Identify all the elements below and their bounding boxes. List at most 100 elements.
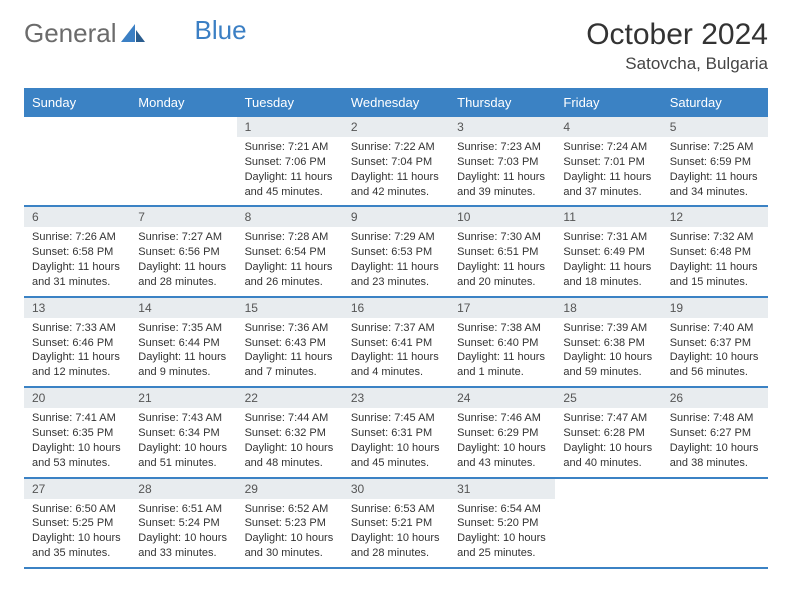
- day-number: 19: [662, 298, 768, 318]
- day-details: Sunrise: 7:21 AMSunset: 7:06 PMDaylight:…: [237, 137, 343, 205]
- calendar-day: 20Sunrise: 7:41 AMSunset: 6:35 PMDayligh…: [24, 387, 130, 477]
- day-details: Sunrise: 6:52 AMSunset: 5:23 PMDaylight:…: [237, 499, 343, 567]
- day-details: Sunrise: 7:24 AMSunset: 7:01 PMDaylight:…: [555, 137, 661, 205]
- calendar-table: SundayMondayTuesdayWednesdayThursdayFrid…: [24, 88, 768, 569]
- calendar-day: 14Sunrise: 7:35 AMSunset: 6:44 PMDayligh…: [130, 297, 236, 387]
- day-details: Sunrise: 7:37 AMSunset: 6:41 PMDaylight:…: [343, 318, 449, 386]
- calendar-day: 19Sunrise: 7:40 AMSunset: 6:37 PMDayligh…: [662, 297, 768, 387]
- day-number: 17: [449, 298, 555, 318]
- day-details: Sunrise: 7:36 AMSunset: 6:43 PMDaylight:…: [237, 318, 343, 386]
- day-details: Sunrise: 7:33 AMSunset: 6:46 PMDaylight:…: [24, 318, 130, 386]
- calendar-day: 10Sunrise: 7:30 AMSunset: 6:51 PMDayligh…: [449, 206, 555, 296]
- day-details: Sunrise: 7:40 AMSunset: 6:37 PMDaylight:…: [662, 318, 768, 386]
- day-number: 7: [130, 207, 236, 227]
- calendar-day: 16Sunrise: 7:37 AMSunset: 6:41 PMDayligh…: [343, 297, 449, 387]
- day-details: Sunrise: 7:23 AMSunset: 7:03 PMDaylight:…: [449, 137, 555, 205]
- day-details: Sunrise: 7:47 AMSunset: 6:28 PMDaylight:…: [555, 408, 661, 476]
- day-details: Sunrise: 7:26 AMSunset: 6:58 PMDaylight:…: [24, 227, 130, 295]
- weekday-header: Wednesday: [343, 89, 449, 116]
- weekday-header: Saturday: [662, 89, 768, 116]
- calendar-day: 8Sunrise: 7:28 AMSunset: 6:54 PMDaylight…: [237, 206, 343, 296]
- day-details: Sunrise: 7:46 AMSunset: 6:29 PMDaylight:…: [449, 408, 555, 476]
- calendar-body: 1Sunrise: 7:21 AMSunset: 7:06 PMDaylight…: [24, 116, 768, 568]
- calendar-day: 30Sunrise: 6:53 AMSunset: 5:21 PMDayligh…: [343, 478, 449, 568]
- day-details: Sunrise: 6:54 AMSunset: 5:20 PMDaylight:…: [449, 499, 555, 567]
- day-number: 13: [24, 298, 130, 318]
- weekday-header: Sunday: [24, 89, 130, 116]
- day-number: 30: [343, 479, 449, 499]
- calendar-day: 27Sunrise: 6:50 AMSunset: 5:25 PMDayligh…: [24, 478, 130, 568]
- day-details: Sunrise: 7:31 AMSunset: 6:49 PMDaylight:…: [555, 227, 661, 295]
- brand-part2: Blue: [195, 15, 247, 46]
- day-number: 3: [449, 117, 555, 137]
- day-number: 15: [237, 298, 343, 318]
- day-details: Sunrise: 7:28 AMSunset: 6:54 PMDaylight:…: [237, 227, 343, 295]
- calendar-day: 4Sunrise: 7:24 AMSunset: 7:01 PMDaylight…: [555, 116, 661, 206]
- day-details: Sunrise: 7:22 AMSunset: 7:04 PMDaylight:…: [343, 137, 449, 205]
- day-details: Sunrise: 7:27 AMSunset: 6:56 PMDaylight:…: [130, 227, 236, 295]
- day-number: 2: [343, 117, 449, 137]
- day-number: 16: [343, 298, 449, 318]
- calendar-day: 25Sunrise: 7:47 AMSunset: 6:28 PMDayligh…: [555, 387, 661, 477]
- day-details: Sunrise: 7:32 AMSunset: 6:48 PMDaylight:…: [662, 227, 768, 295]
- calendar-day: 6Sunrise: 7:26 AMSunset: 6:58 PMDaylight…: [24, 206, 130, 296]
- sail-icon: [121, 24, 147, 44]
- calendar-row: 13Sunrise: 7:33 AMSunset: 6:46 PMDayligh…: [24, 297, 768, 387]
- weekday-header: Thursday: [449, 89, 555, 116]
- day-details: Sunrise: 7:35 AMSunset: 6:44 PMDaylight:…: [130, 318, 236, 386]
- calendar-empty: [24, 116, 130, 206]
- day-number: 8: [237, 207, 343, 227]
- day-details: Sunrise: 6:53 AMSunset: 5:21 PMDaylight:…: [343, 499, 449, 567]
- calendar-day: 11Sunrise: 7:31 AMSunset: 6:49 PMDayligh…: [555, 206, 661, 296]
- day-number: 5: [662, 117, 768, 137]
- calendar-day: 28Sunrise: 6:51 AMSunset: 5:24 PMDayligh…: [130, 478, 236, 568]
- calendar-day: 31Sunrise: 6:54 AMSunset: 5:20 PMDayligh…: [449, 478, 555, 568]
- calendar-empty: [662, 478, 768, 568]
- day-details: Sunrise: 7:45 AMSunset: 6:31 PMDaylight:…: [343, 408, 449, 476]
- day-details: Sunrise: 7:48 AMSunset: 6:27 PMDaylight:…: [662, 408, 768, 476]
- day-details: Sunrise: 7:44 AMSunset: 6:32 PMDaylight:…: [237, 408, 343, 476]
- calendar-day: 13Sunrise: 7:33 AMSunset: 6:46 PMDayligh…: [24, 297, 130, 387]
- calendar-day: 21Sunrise: 7:43 AMSunset: 6:34 PMDayligh…: [130, 387, 236, 477]
- calendar-row: 20Sunrise: 7:41 AMSunset: 6:35 PMDayligh…: [24, 387, 768, 477]
- day-number: 6: [24, 207, 130, 227]
- day-details: Sunrise: 6:51 AMSunset: 5:24 PMDaylight:…: [130, 499, 236, 567]
- day-details: Sunrise: 7:38 AMSunset: 6:40 PMDaylight:…: [449, 318, 555, 386]
- weekday-header: Friday: [555, 89, 661, 116]
- calendar-day: 1Sunrise: 7:21 AMSunset: 7:06 PMDaylight…: [237, 116, 343, 206]
- weekday-header: Tuesday: [237, 89, 343, 116]
- calendar-empty: [130, 116, 236, 206]
- day-details: Sunrise: 7:29 AMSunset: 6:53 PMDaylight:…: [343, 227, 449, 295]
- day-details: Sunrise: 7:41 AMSunset: 6:35 PMDaylight:…: [24, 408, 130, 476]
- brand-logo: General Blue: [24, 18, 247, 49]
- day-number: 14: [130, 298, 236, 318]
- day-number: 31: [449, 479, 555, 499]
- calendar-row: 1Sunrise: 7:21 AMSunset: 7:06 PMDaylight…: [24, 116, 768, 206]
- day-number: 28: [130, 479, 236, 499]
- calendar-empty: [555, 478, 661, 568]
- day-number: 11: [555, 207, 661, 227]
- calendar-day: 5Sunrise: 7:25 AMSunset: 6:59 PMDaylight…: [662, 116, 768, 206]
- day-details: Sunrise: 7:39 AMSunset: 6:38 PMDaylight:…: [555, 318, 661, 386]
- day-number: 1: [237, 117, 343, 137]
- day-number: 4: [555, 117, 661, 137]
- day-number: 18: [555, 298, 661, 318]
- day-number: 29: [237, 479, 343, 499]
- weekday-header: Monday: [130, 89, 236, 116]
- calendar-day: 9Sunrise: 7:29 AMSunset: 6:53 PMDaylight…: [343, 206, 449, 296]
- calendar-day: 15Sunrise: 7:36 AMSunset: 6:43 PMDayligh…: [237, 297, 343, 387]
- day-number: 12: [662, 207, 768, 227]
- calendar-day: 18Sunrise: 7:39 AMSunset: 6:38 PMDayligh…: [555, 297, 661, 387]
- title-block: October 2024 Satovcha, Bulgaria: [586, 18, 768, 74]
- calendar-day: 26Sunrise: 7:48 AMSunset: 6:27 PMDayligh…: [662, 387, 768, 477]
- day-details: Sunrise: 7:43 AMSunset: 6:34 PMDaylight:…: [130, 408, 236, 476]
- header: General Blue October 2024 Satovcha, Bulg…: [24, 18, 768, 74]
- calendar-day: 12Sunrise: 7:32 AMSunset: 6:48 PMDayligh…: [662, 206, 768, 296]
- calendar-day: 23Sunrise: 7:45 AMSunset: 6:31 PMDayligh…: [343, 387, 449, 477]
- day-number: 21: [130, 388, 236, 408]
- day-details: Sunrise: 7:25 AMSunset: 6:59 PMDaylight:…: [662, 137, 768, 205]
- brand-part1: General: [24, 18, 117, 49]
- day-details: Sunrise: 7:30 AMSunset: 6:51 PMDaylight:…: [449, 227, 555, 295]
- weekday-header-row: SundayMondayTuesdayWednesdayThursdayFrid…: [24, 89, 768, 116]
- day-number: 25: [555, 388, 661, 408]
